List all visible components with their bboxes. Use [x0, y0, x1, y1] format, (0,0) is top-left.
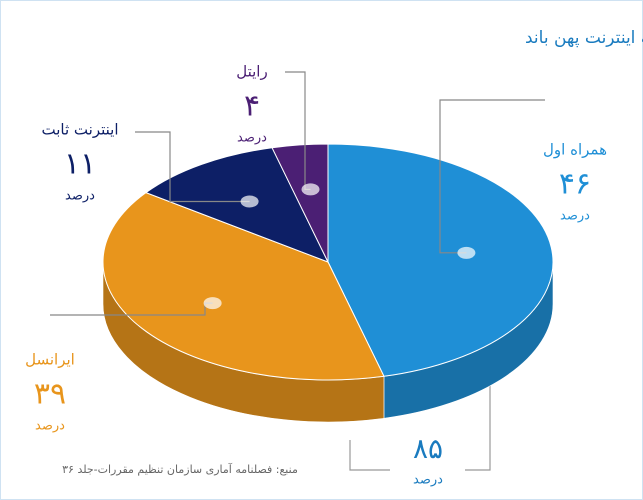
category-label: اینترنت ثابت: [42, 121, 119, 139]
unit-label: درصد: [237, 131, 267, 146]
value-label: ۴۶: [559, 167, 591, 202]
category-label: ایرانسل: [25, 351, 75, 369]
leader-dot: [203, 297, 222, 310]
leader-dot: [457, 246, 476, 259]
value-label: ۳۹: [34, 377, 66, 412]
annotation-value: ۸۵: [413, 432, 443, 465]
chart-title: توزیع دسترسی کاربران ایرانی به اینترنت پ…: [525, 28, 643, 48]
unit-label: درصد: [65, 189, 95, 204]
slice: [102, 192, 385, 381]
annotation-leader: [349, 440, 390, 471]
leader-dot: [240, 195, 259, 208]
value-label: ۴: [244, 89, 260, 124]
slice: [144, 147, 330, 263]
leader-line: [135, 131, 250, 203]
leader-line: [439, 99, 545, 254]
slice: [327, 143, 554, 377]
value-label: ۱۱: [64, 147, 96, 182]
unit-label: درصد: [560, 209, 590, 224]
category-label: همراه اول: [543, 141, 607, 159]
slice: [271, 143, 329, 263]
leader-dot: [301, 183, 320, 196]
unit-label: درصد: [35, 419, 65, 434]
annotation-unit: درصد: [413, 473, 443, 488]
source: منبع: فصلنامه آماری سازمان تنظیم مقررات-…: [62, 462, 298, 476]
category-label: رایتل: [236, 63, 267, 81]
